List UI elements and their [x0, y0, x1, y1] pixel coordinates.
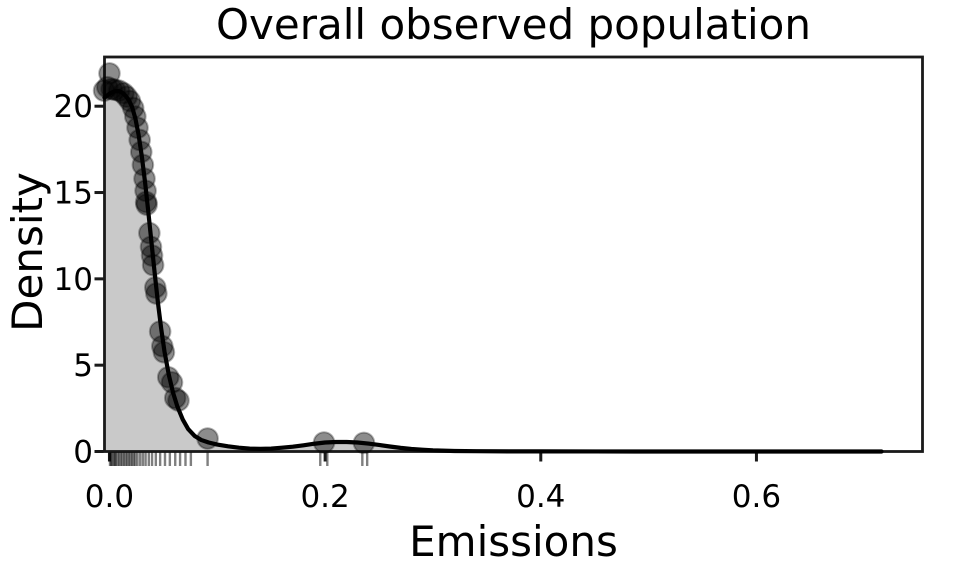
- x-axis-label: Emissions: [409, 517, 618, 566]
- scatter-point: [140, 244, 164, 267]
- kde-curve: [102, 88, 884, 454]
- scatter-point: [152, 340, 176, 364]
- scatter-point: [133, 167, 156, 191]
- scatter-point: [134, 179, 157, 203]
- scatter-point: [151, 334, 174, 358]
- scatter-point: [135, 193, 158, 216]
- scatter-point: [312, 431, 336, 454]
- y-tick-label: 5: [73, 348, 93, 384]
- x-axis-ticks: 0.0 0.2 0.4 0.6: [85, 452, 781, 515]
- scatter-points: [92, 62, 376, 455]
- y-axis-ticks: 0 5 10 15 20: [54, 89, 104, 471]
- scatter-point: [139, 235, 163, 259]
- scatter-point: [160, 371, 184, 394]
- x-tick-label: 0.0: [85, 479, 134, 515]
- scatter-point: [163, 386, 187, 410]
- scatter-point: [118, 89, 142, 113]
- x-tick-label: 0.2: [300, 479, 349, 515]
- y-tick-label: 0: [73, 435, 93, 471]
- scatter-point: [107, 79, 131, 102]
- scatter-point: [167, 389, 190, 412]
- scatter-point: [112, 81, 135, 105]
- scatter-point: [131, 153, 155, 177]
- scatter-point: [98, 62, 121, 85]
- x-tick-label: 0.4: [516, 479, 565, 515]
- scatter-point: [100, 77, 123, 101]
- plot-border: [103, 55, 924, 453]
- chart-title: Overall observed population: [216, 0, 811, 49]
- y-tick-label: 10: [54, 262, 93, 298]
- scatter-point: [129, 140, 153, 164]
- y-axis-label: Density: [3, 172, 52, 332]
- scatter-point: [148, 320, 172, 343]
- scatter-point: [156, 365, 180, 389]
- scatter-point: [121, 96, 145, 120]
- scatter-point: [134, 190, 158, 214]
- kde-area: [104, 91, 882, 452]
- x-tick-label: 0.6: [732, 479, 781, 515]
- scatter-point: [141, 253, 165, 277]
- scatter-point: [115, 85, 139, 109]
- scatter-point: [128, 128, 151, 152]
- scatter-point: [352, 431, 376, 455]
- scatter-point: [145, 282, 168, 305]
- scatter-point: [124, 105, 147, 128]
- scatter-point: [126, 116, 149, 140]
- scatter-point: [96, 75, 119, 99]
- scatter-point: [92, 79, 116, 102]
- scatter-point: [103, 78, 127, 102]
- scatter-point: [138, 221, 161, 245]
- scatter-point: [196, 427, 219, 450]
- rug-marks: [108, 452, 369, 466]
- scatter-point: [143, 276, 167, 299]
- y-tick-label: 20: [54, 89, 93, 125]
- y-tick-label: 15: [54, 176, 93, 212]
